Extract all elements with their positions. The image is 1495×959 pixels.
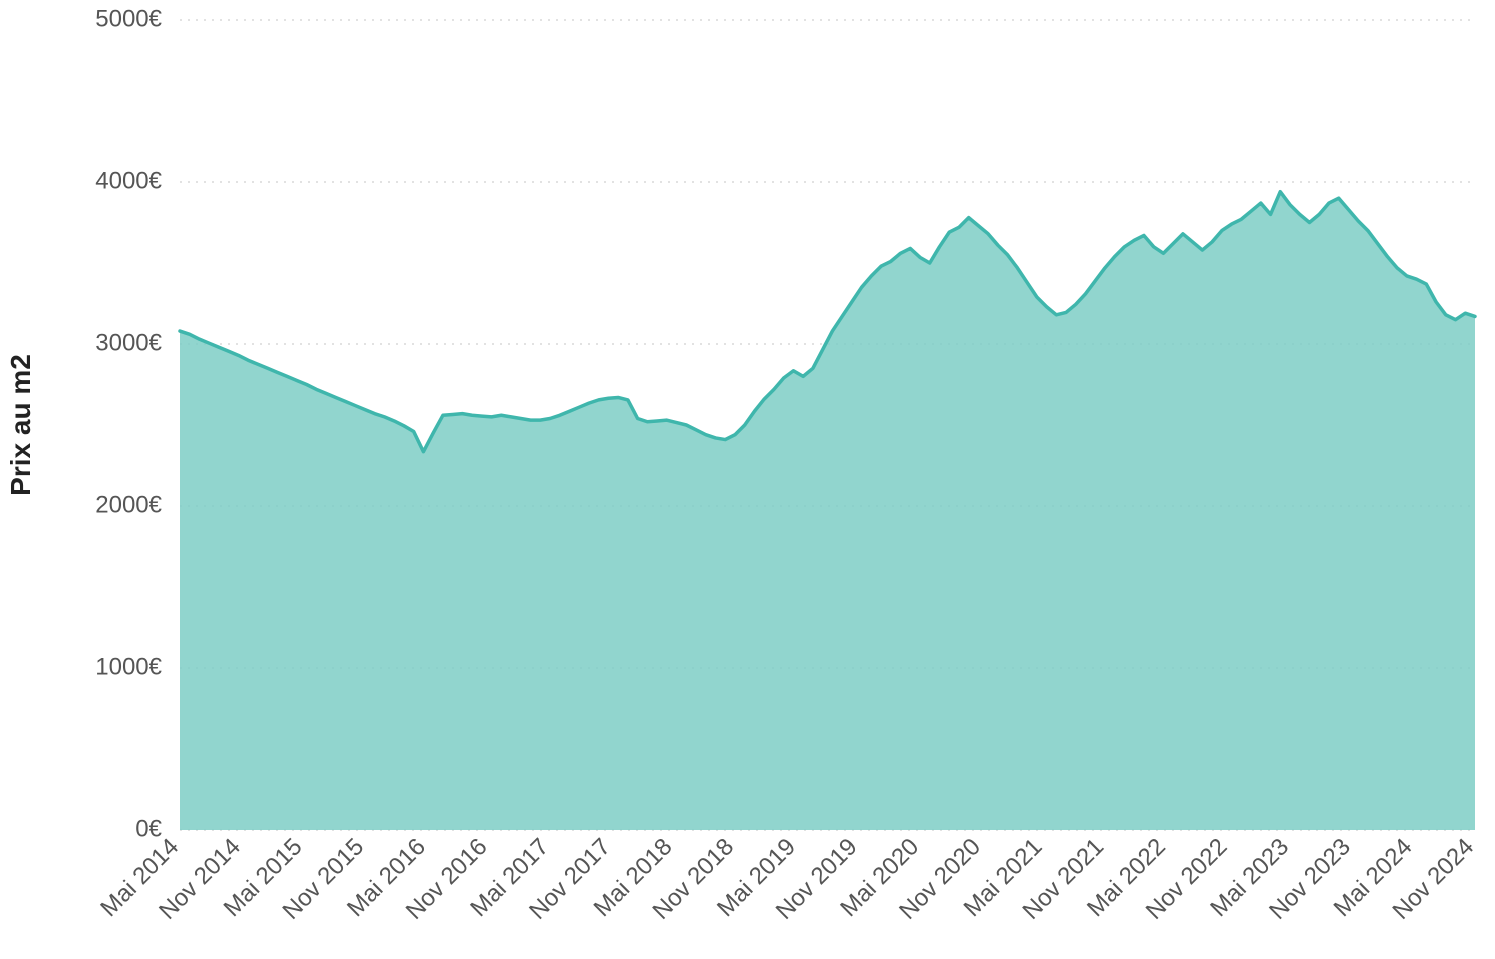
y-tick-label: 3000€ (95, 329, 162, 356)
y-tick-label: 4000€ (95, 167, 162, 194)
price-chart: 0€1000€2000€3000€4000€5000€Mai 2014Nov 2… (0, 0, 1495, 959)
y-tick-label: 2000€ (95, 491, 162, 518)
chart-svg: 0€1000€2000€3000€4000€5000€Mai 2014Nov 2… (0, 0, 1495, 959)
y-tick-label: 1000€ (95, 653, 162, 680)
y-axis-label: Prix au m2 (5, 354, 36, 496)
y-tick-label: 5000€ (95, 5, 162, 32)
y-tick-label: 0€ (135, 815, 162, 842)
area-fill (180, 192, 1475, 830)
